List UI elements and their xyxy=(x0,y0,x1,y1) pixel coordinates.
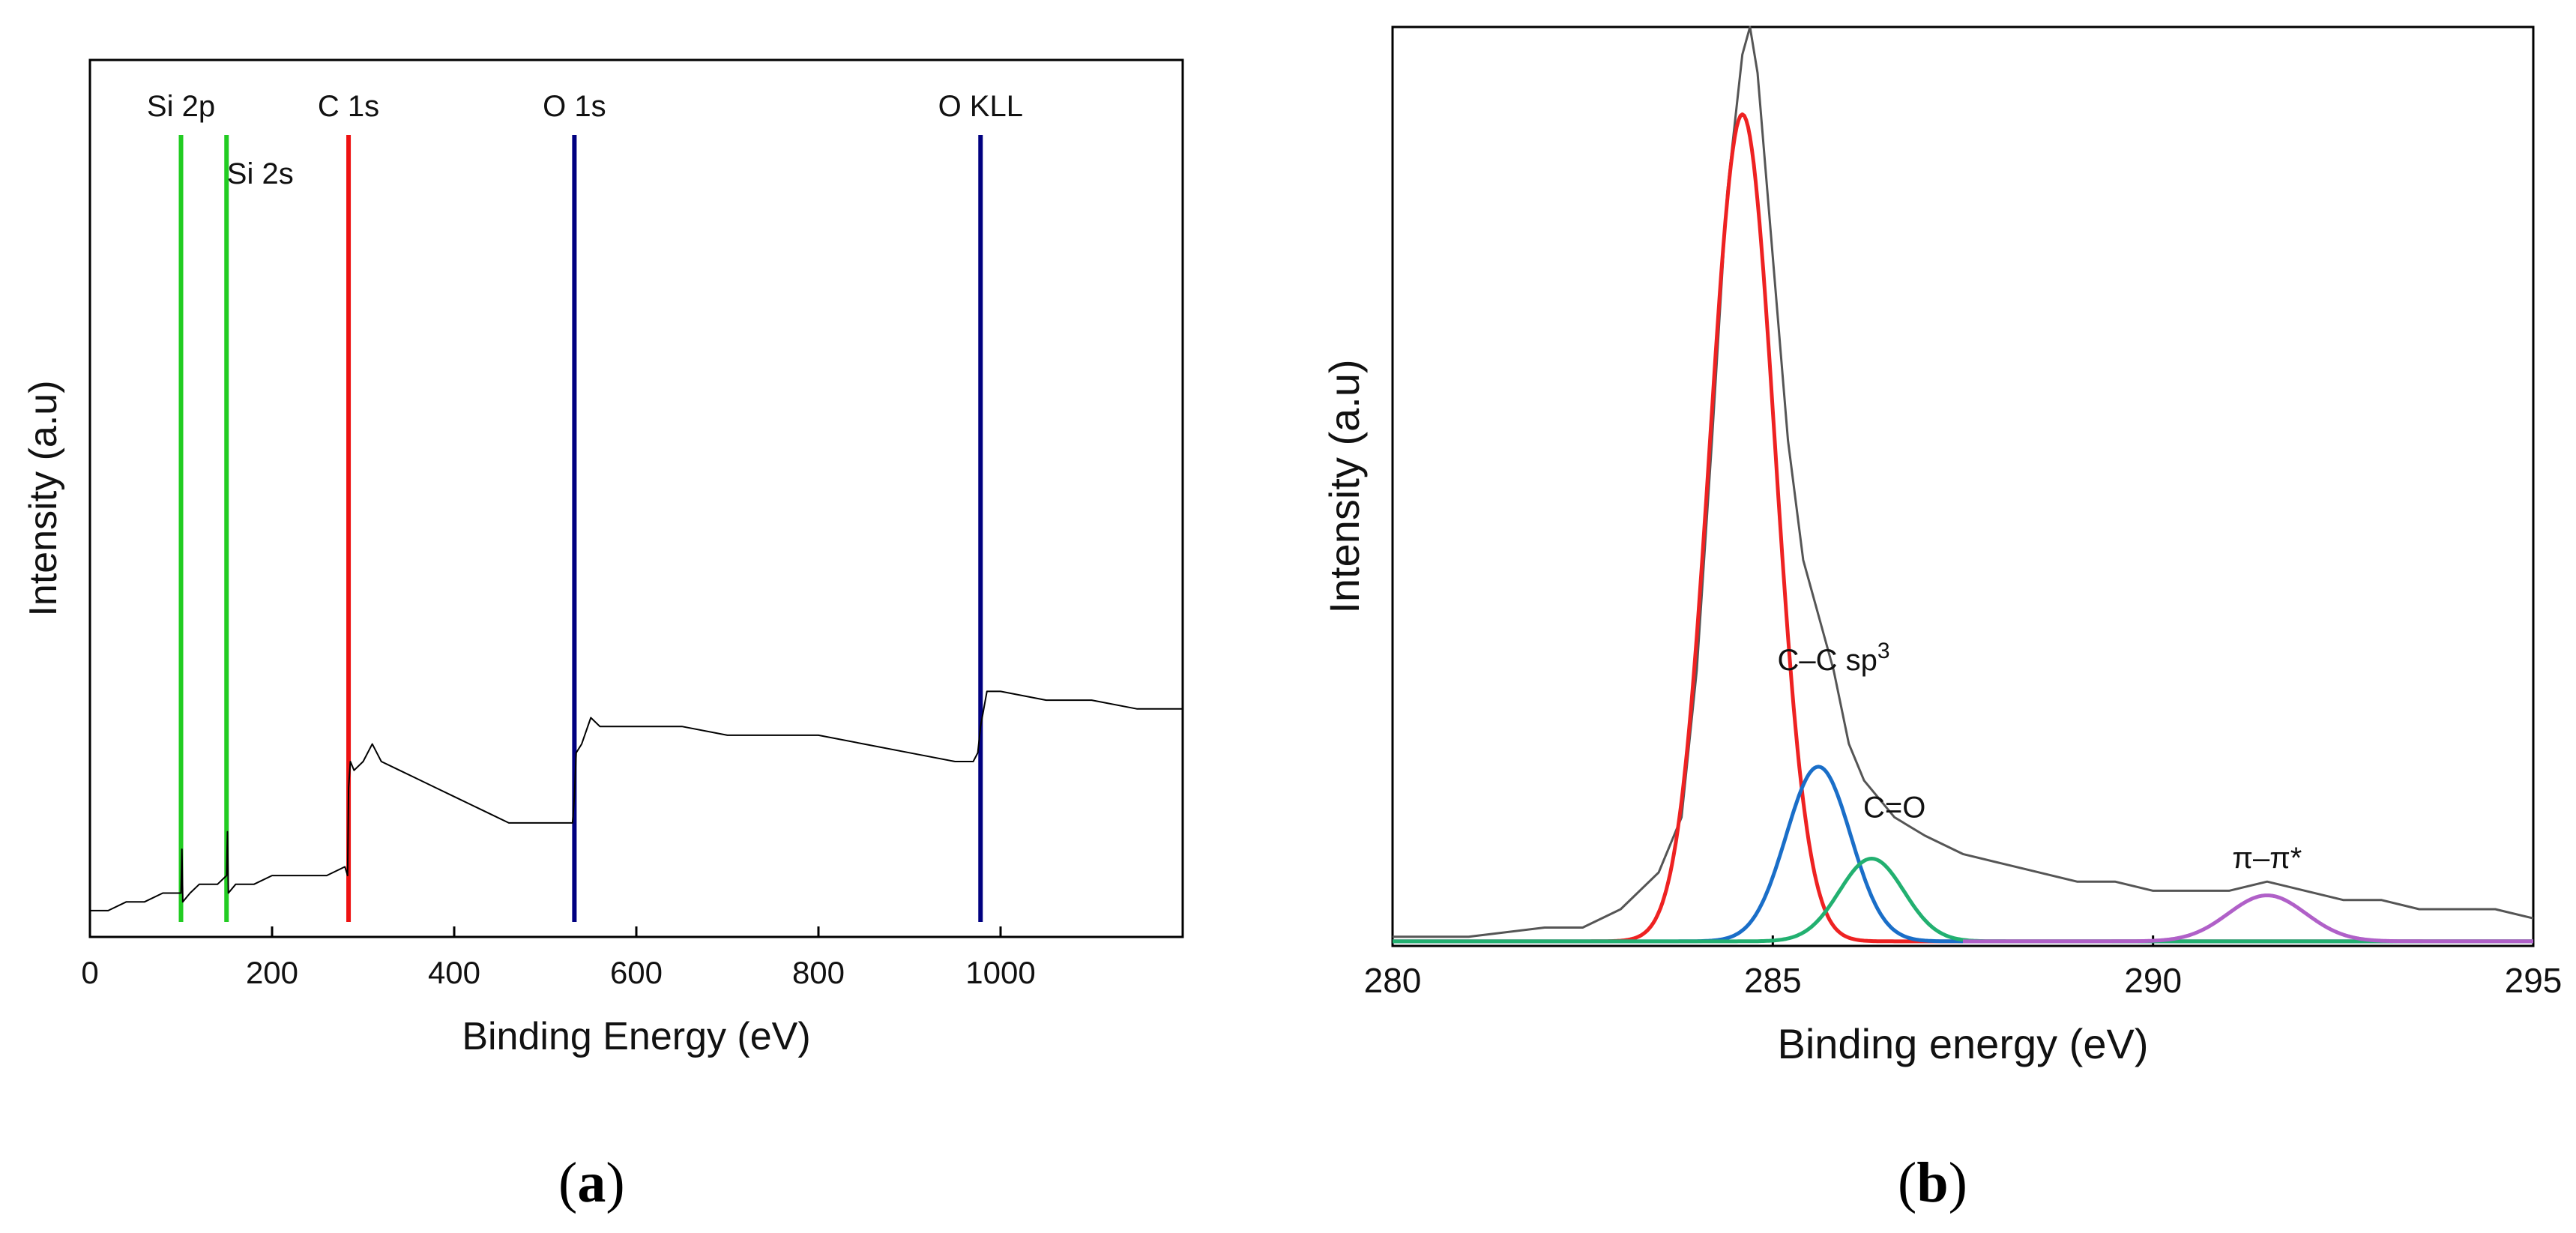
x-tick-label-a: 0 xyxy=(81,955,98,990)
reference-label-c-1s: C 1s xyxy=(318,90,379,123)
y-axis-label-a: Intensity (a.u) xyxy=(22,380,65,616)
series-line-measured xyxy=(1393,25,2534,938)
panel-a-label: (a) xyxy=(558,1151,625,1214)
annotation-1: C–C sp3 xyxy=(1777,639,1889,677)
panel-b-chart: 280 285 290 295 Binding energy (eV) Intensity… xyxy=(1321,25,2563,1067)
x-tick-label-a: 1000 xyxy=(965,955,1035,990)
series-line-fit xyxy=(1961,893,2535,944)
reference-label-o-1s: O 1s xyxy=(543,90,606,123)
y-axis-label-b: Intensity (a.u) xyxy=(1321,359,1368,613)
x-tick-label-a: 800 xyxy=(792,955,845,990)
x-tick-label-a: 600 xyxy=(610,955,663,990)
x-tick-label-a: 200 xyxy=(246,955,298,990)
x-axis-label-b: Binding energy (eV) xyxy=(1778,1020,2149,1067)
series-line-survey-spectrum xyxy=(90,690,1183,911)
annotation-2: C=O xyxy=(1863,791,1925,824)
reference-label-si-2s: Si 2s xyxy=(227,157,294,190)
reference-label-o-kll: O KLL xyxy=(938,90,1023,123)
x-tick-label-a: 400 xyxy=(428,955,480,990)
x-tick-label-b: 280 xyxy=(1364,961,1422,1000)
plot-frame-b xyxy=(1391,25,2535,947)
annotation-3: π–π* xyxy=(2232,842,2302,875)
panel-a-chart: 0 200 400 600 800 1000 Binding Energy (eV) Inte… xyxy=(22,58,1184,1058)
plot-frame-a xyxy=(88,58,1184,938)
reference-label-si-2p: Si 2p xyxy=(147,90,215,123)
x-tick-label-b: 285 xyxy=(1744,961,1802,1000)
x-tick-label-b: 295 xyxy=(2505,961,2563,1000)
x-axis-label-a: Binding Energy (eV) xyxy=(462,1015,810,1058)
annotation-superscript-1: 3 xyxy=(1877,639,1890,663)
series-line-c-c-sp2-fit xyxy=(1393,112,2533,944)
x-tick-label-b: 290 xyxy=(2124,961,2182,1000)
panel-b-label: (b) xyxy=(1898,1151,1967,1214)
